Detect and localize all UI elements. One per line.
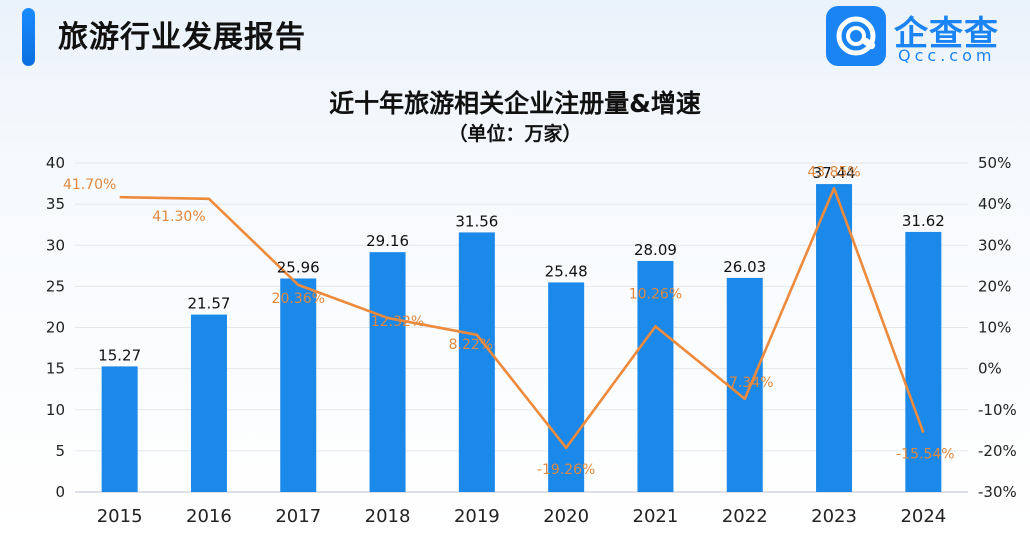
- bar-value-label: 26.03: [723, 258, 766, 276]
- x-tick-label: 2022: [722, 506, 768, 527]
- x-tick-label: 2015: [97, 506, 143, 527]
- bar: [280, 278, 317, 492]
- y-right-tick-label: 0%: [978, 360, 1002, 378]
- x-tick-label: 2017: [275, 506, 321, 527]
- x-tick-label: 2023: [811, 506, 857, 527]
- bar: [101, 366, 138, 492]
- y-right-tick-label: 50%: [978, 154, 1011, 172]
- y-left-tick-label: 0: [55, 483, 65, 501]
- y-left-tick-label: 20: [46, 319, 65, 337]
- x-tick-label: 2020: [543, 506, 589, 527]
- report-title: 旅游行业发展报告: [58, 20, 306, 55]
- bar-value-label: 15.27: [98, 346, 141, 364]
- qcc-logo-icon: [826, 6, 886, 66]
- logo-domain: Qcc.com: [898, 46, 996, 65]
- bar-value-label: 37.44: [813, 164, 856, 182]
- y-left-tick-label: 10: [46, 401, 65, 419]
- bar: [458, 232, 495, 492]
- bar: [726, 277, 763, 492]
- bar-value-label: 25.96: [277, 258, 320, 276]
- line-value-label: -7.34%: [724, 375, 774, 391]
- bar-value-label: 31.62: [902, 212, 945, 230]
- bar: [637, 260, 674, 492]
- header-accent-bar: [22, 8, 35, 66]
- bar-value-label: 29.16: [366, 232, 409, 250]
- chart-title: 近十年旅游相关企业注册量&增速: [329, 89, 701, 118]
- line-value-label: 10.26%: [629, 286, 682, 302]
- y-left-tick-label: 5: [55, 442, 65, 460]
- line-value-label: 20.36%: [272, 291, 325, 307]
- growth-line: [119, 186, 925, 450]
- line-value-label: -15.54%: [896, 447, 954, 463]
- y-right-tick-label: 20%: [978, 277, 1011, 295]
- y-right-tick-label: 10%: [978, 319, 1011, 337]
- y-right-tick-label: 30%: [978, 236, 1011, 254]
- bar: [905, 231, 942, 492]
- line-value-label: 41.70%: [63, 177, 116, 193]
- x-tick-label: 2021: [633, 506, 679, 527]
- bar-value-label: 21.57: [187, 295, 230, 313]
- bar-value-label: 25.48: [545, 262, 588, 280]
- x-tick-label: 2019: [454, 506, 500, 527]
- y-left-tick-label: 35: [46, 195, 65, 213]
- y-right-tick-label: 40%: [978, 195, 1011, 213]
- bar: [816, 184, 853, 492]
- y-right-tick-label: -20%: [978, 442, 1017, 460]
- bar: [190, 314, 227, 492]
- y-right-tick-label: -30%: [978, 483, 1017, 501]
- x-tick-label: 2018: [365, 506, 411, 527]
- y-right-tick-label: -10%: [978, 401, 1017, 419]
- chart-subtitle: （单位：万家）: [448, 123, 582, 145]
- bar-value-label: 28.09: [634, 241, 677, 259]
- y-left-tick-label: 25: [46, 277, 65, 295]
- line-value-label: 43.85%: [807, 164, 860, 180]
- line-value-label: -19.26%: [537, 462, 595, 478]
- line-value-label: 41.30%: [152, 209, 205, 225]
- bar: [548, 282, 585, 492]
- x-tick-label: 2024: [900, 506, 946, 527]
- line-value-label: 12.32%: [371, 314, 424, 330]
- y-left-tick-label: 30: [46, 236, 65, 254]
- line-value-label: 8.22%: [449, 337, 493, 353]
- x-tick-label: 2016: [186, 506, 232, 527]
- bar: [369, 252, 406, 492]
- y-left-tick-label: 15: [46, 360, 65, 378]
- y-left-tick-label: 40: [46, 154, 65, 172]
- bar-value-label: 31.56: [455, 212, 498, 230]
- logo-name: 企查查: [894, 14, 999, 54]
